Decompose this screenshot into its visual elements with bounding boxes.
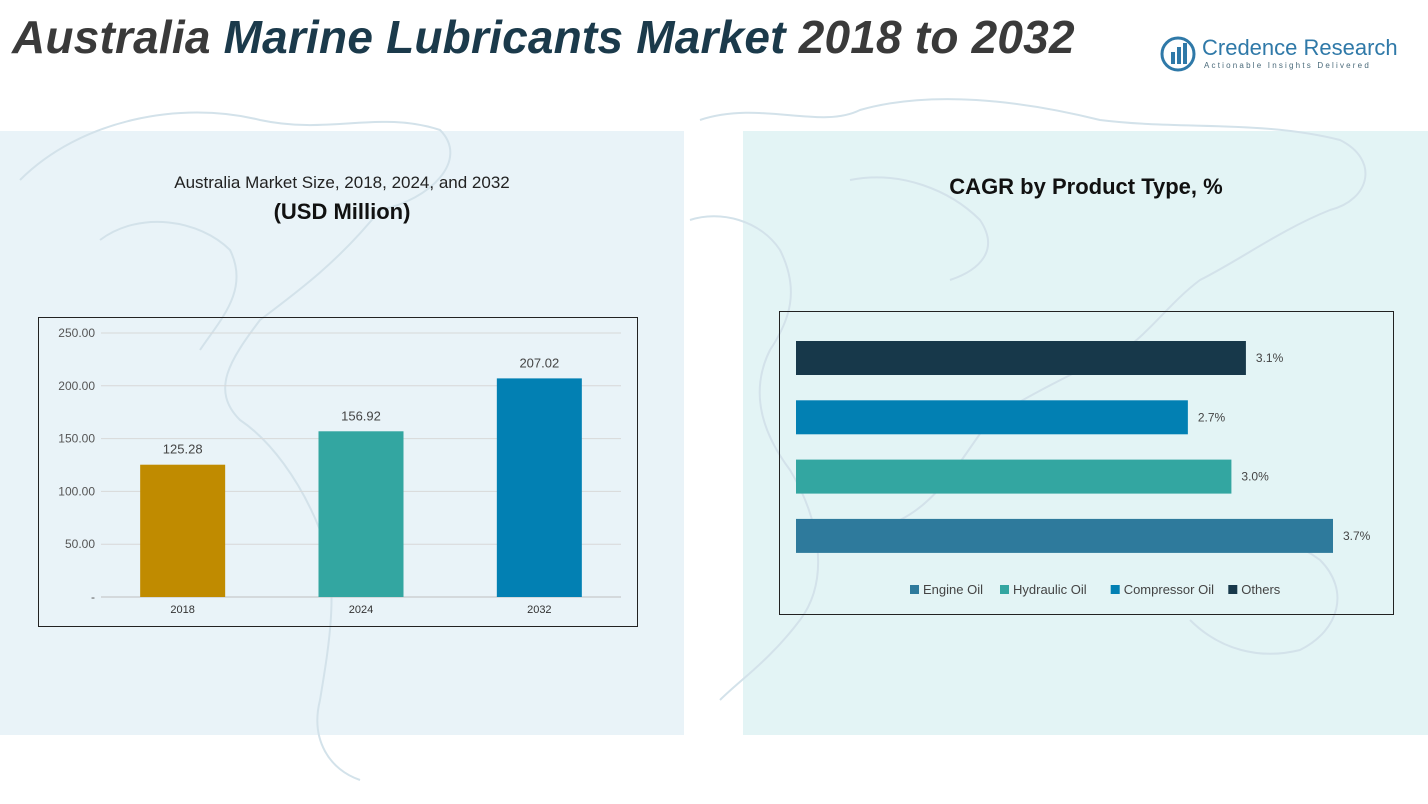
- page-title: Australia Marine Lubricants Market 2018 …: [12, 10, 1075, 64]
- legend-label: Others: [1241, 582, 1281, 597]
- cagr-chart-title: CAGR by Product Type, %: [949, 174, 1223, 199]
- bar-2024: [318, 431, 404, 597]
- bar-value-label: 3.1%: [1256, 351, 1284, 365]
- y-tick-label: 50.00: [65, 537, 95, 551]
- legend-swatch: [1000, 585, 1009, 594]
- bar-compressor-oil: [796, 400, 1188, 435]
- legend: Engine Oil Hydraulic Oil Compressor Oil Oth…: [910, 582, 1281, 597]
- bar-value-label: 3.7%: [1343, 529, 1371, 543]
- logo-bars-icon: [1160, 36, 1196, 72]
- bar-others: [796, 341, 1246, 375]
- x-tick-label: 2018: [170, 604, 194, 616]
- y-tick-label: -: [91, 590, 95, 604]
- logo-tagline: Actionable Insights Delivered: [1204, 61, 1371, 70]
- credence-research-logo: Credence Research Actionable Insights De…: [1160, 34, 1400, 74]
- bar-2032: [496, 378, 582, 597]
- x-tick-label: 2024: [349, 604, 373, 616]
- logo-name: Credence Research: [1202, 35, 1398, 60]
- bar-value-label: 207.02: [519, 355, 559, 370]
- legend-swatch: [1110, 585, 1120, 594]
- y-tick-label: 250.00: [58, 326, 95, 340]
- cagr-chart: 3.1% 2.7% 3.0% 3.7% Engine Oil Hydraulic Oil C…: [779, 311, 1394, 615]
- y-tick-label: 200.00: [58, 379, 95, 393]
- market-size-chart-title: Australia Market Size, 2018, 2024, and 2…: [174, 173, 510, 192]
- x-tick-label: 2032: [527, 604, 551, 616]
- title-part-country: Australia: [12, 11, 211, 63]
- bar-value-label: 3.0%: [1241, 470, 1269, 484]
- y-tick-label: 150.00: [58, 432, 95, 446]
- legend-label: Hydraulic Oil: [1013, 582, 1087, 597]
- bar-value-label: 156.92: [341, 408, 381, 423]
- market-size-chart-subtitle: (USD Million): [273, 199, 411, 224]
- bar-hydraulic-oil: [796, 459, 1232, 494]
- bar-value-label: 125.28: [163, 442, 203, 457]
- legend-label: Engine Oil: [923, 582, 983, 597]
- title-part-market: Marine Lubricants Market: [223, 11, 786, 63]
- market-size-chart: - 50.00 100.00 150.00 200.00 250.00 125.28 2018…: [38, 317, 638, 627]
- bar-2018: [140, 464, 226, 597]
- legend-label: Compressor Oil: [1124, 582, 1214, 597]
- market-size-bar-chart-svg: - 50.00 100.00 150.00 200.00 250.00 125.28 2018…: [58, 326, 621, 616]
- title-part-years: 2018 to 2032: [798, 11, 1075, 63]
- y-tick-label: 100.00: [58, 484, 95, 498]
- cagr-bar-chart-svg: 3.1% 2.7% 3.0% 3.7% Engine Oil Hydraulic Oil C…: [796, 341, 1371, 597]
- bar-engine-oil: [796, 518, 1333, 553]
- legend-swatch: [1228, 585, 1238, 594]
- legend-swatch: [910, 585, 919, 594]
- bar-value-label: 2.7%: [1198, 410, 1226, 424]
